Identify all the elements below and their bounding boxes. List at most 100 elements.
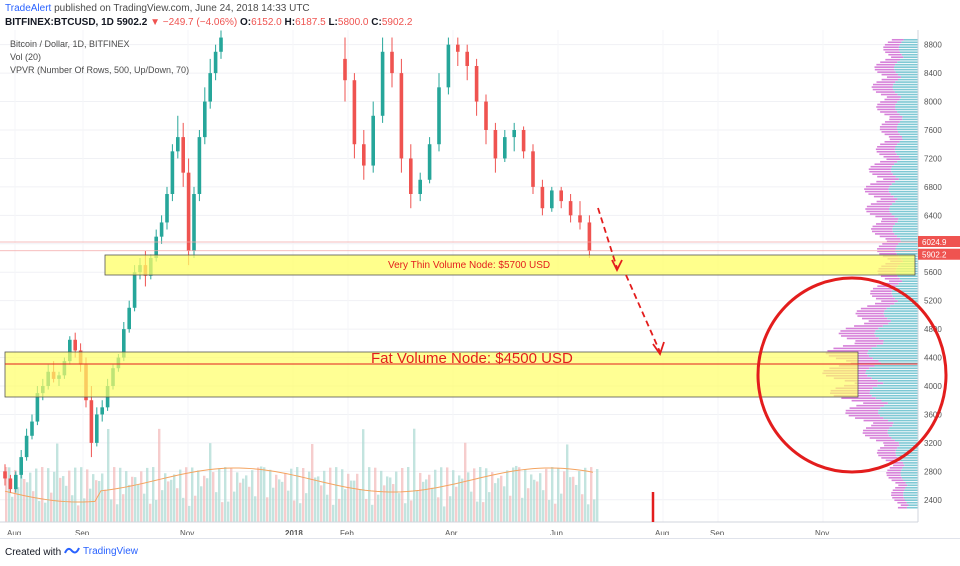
vpvr-bar-up: [894, 68, 918, 71]
tradingview-brand: TradingView: [83, 546, 139, 557]
volume-bar: [23, 479, 26, 522]
price-chart[interactable]: Very Thin Volume Node: $5700 USD Fat Volu…: [0, 30, 960, 535]
vpvr-bar-up: [895, 250, 918, 253]
volume-bar: [248, 486, 251, 522]
volume-bar: [437, 497, 440, 522]
volume-bar: [47, 468, 50, 522]
vpvr-bar-up: [893, 83, 918, 86]
close-label: C:: [371, 17, 382, 28]
volume-bar: [416, 490, 419, 522]
y-tick-label: 4400: [924, 354, 942, 363]
vpvr-bar-down: [879, 153, 897, 156]
vpvr-bar-down: [874, 163, 895, 166]
vpvr-bar-down: [880, 447, 898, 449]
volume-bar: [275, 474, 278, 522]
vpvr-bar-down: [872, 225, 893, 228]
vpvr-bar-up: [896, 235, 918, 238]
vpvr-bar-up: [897, 220, 918, 223]
volume-bar: [140, 471, 143, 522]
volume-bar: [173, 474, 176, 522]
volume-bar: [305, 493, 308, 522]
highlight-circle: [756, 276, 948, 474]
vpvr-bar-down: [876, 200, 896, 203]
vpvr-bar-down: [869, 213, 892, 215]
volume-bar: [368, 467, 371, 522]
vpvr-bar-up: [867, 374, 918, 377]
vpvr-bar-up: [901, 469, 918, 472]
vpvr-bar-up: [894, 233, 918, 235]
volume-bar: [212, 472, 215, 522]
vpvr-bar-up: [893, 287, 918, 290]
vpvr-bar-up: [900, 238, 918, 240]
volume-bar: [182, 497, 185, 522]
vpvr-bar-down: [886, 96, 901, 98]
price-axis[interactable]: 8800840080007600720068006400600056005200…: [917, 30, 960, 522]
vpvr-bar-down: [887, 469, 902, 472]
vpvr-bar-down: [845, 327, 879, 330]
vpvr-bar-down: [870, 292, 892, 295]
arrow-1-head: [611, 259, 623, 273]
volume-bar: [296, 467, 299, 522]
volume-bar: [266, 497, 269, 522]
volume-bar: [455, 486, 458, 522]
vpvr-bar-down: [881, 457, 898, 459]
vpvr-bar-up: [894, 148, 918, 151]
volume-bar: [461, 478, 464, 522]
vpvr-bar-down: [877, 175, 896, 178]
vpvr-bar-up: [901, 136, 918, 138]
vpvr-bar-down: [879, 235, 897, 238]
vpvr-bar-down: [884, 121, 900, 123]
vpvr-bar-down: [872, 88, 894, 91]
vpvr-bar-down: [889, 280, 903, 282]
volume-bar: [209, 443, 212, 522]
volume-bar: [590, 467, 593, 522]
volume-bar: [164, 473, 167, 522]
y-tick-label: 8400: [924, 69, 942, 78]
vpvr-bar-down: [885, 238, 901, 240]
vpvr-bar-down: [870, 183, 892, 185]
vpvr-bar-down: [891, 491, 904, 494]
vpvr-bar-up: [897, 447, 918, 449]
volume-bar: [11, 496, 14, 522]
vpvr-bar-up: [893, 422, 918, 424]
candle-body: [89, 400, 94, 443]
vpvr-bar-up: [872, 357, 918, 360]
author-link[interactable]: TradeAlert: [5, 3, 52, 14]
time-axis[interactable]: Aug Sep Nov 2018 Feb Apr Jun Aug Sep Nov: [0, 521, 918, 535]
volume-bar: [176, 488, 179, 522]
vpvr-bar-up: [906, 501, 918, 504]
vpvr-bar-up: [898, 243, 918, 245]
vpvr-bar-up: [878, 412, 918, 414]
vpvr-bar-down: [880, 143, 898, 146]
candle-body: [437, 87, 441, 145]
vpvr-bar-up: [904, 464, 918, 467]
price-tag-1-text: 6024.9: [922, 238, 947, 247]
volume-bar: [389, 477, 392, 522]
vpvr-bar-down: [840, 330, 876, 332]
vpvr-bar-down: [884, 133, 900, 136]
vpvr-bar-up: [897, 131, 918, 133]
y-tick-label: 3600: [924, 410, 942, 419]
volume-bar: [578, 471, 581, 522]
vpvr-bar-down: [845, 409, 879, 412]
tradingview-link[interactable]: TradingView: [64, 546, 138, 557]
volume-bar: [365, 498, 368, 522]
candle-body: [122, 329, 126, 358]
vpvr-bar-up: [899, 113, 918, 116]
candle-body: [343, 58, 347, 81]
vpvr-bar-up: [894, 66, 918, 68]
vpvr-bar-up: [903, 56, 918, 58]
vpvr-bar-down: [879, 253, 897, 255]
vpvr-bar-down: [876, 180, 896, 183]
vpvr-bar-up: [895, 180, 918, 183]
vpvr-bar-down: [895, 486, 906, 489]
vpvr-bar-up: [890, 193, 918, 195]
volume-bar: [332, 504, 335, 522]
volume-bar: [440, 467, 443, 522]
volume-bar: [314, 477, 317, 522]
volume-bar: [392, 484, 395, 522]
vpvr-bar-down: [884, 98, 900, 101]
vpvr-bar-down: [876, 452, 896, 454]
vpvr-bar-down: [897, 501, 907, 504]
vpvr-bar-up: [899, 141, 918, 143]
